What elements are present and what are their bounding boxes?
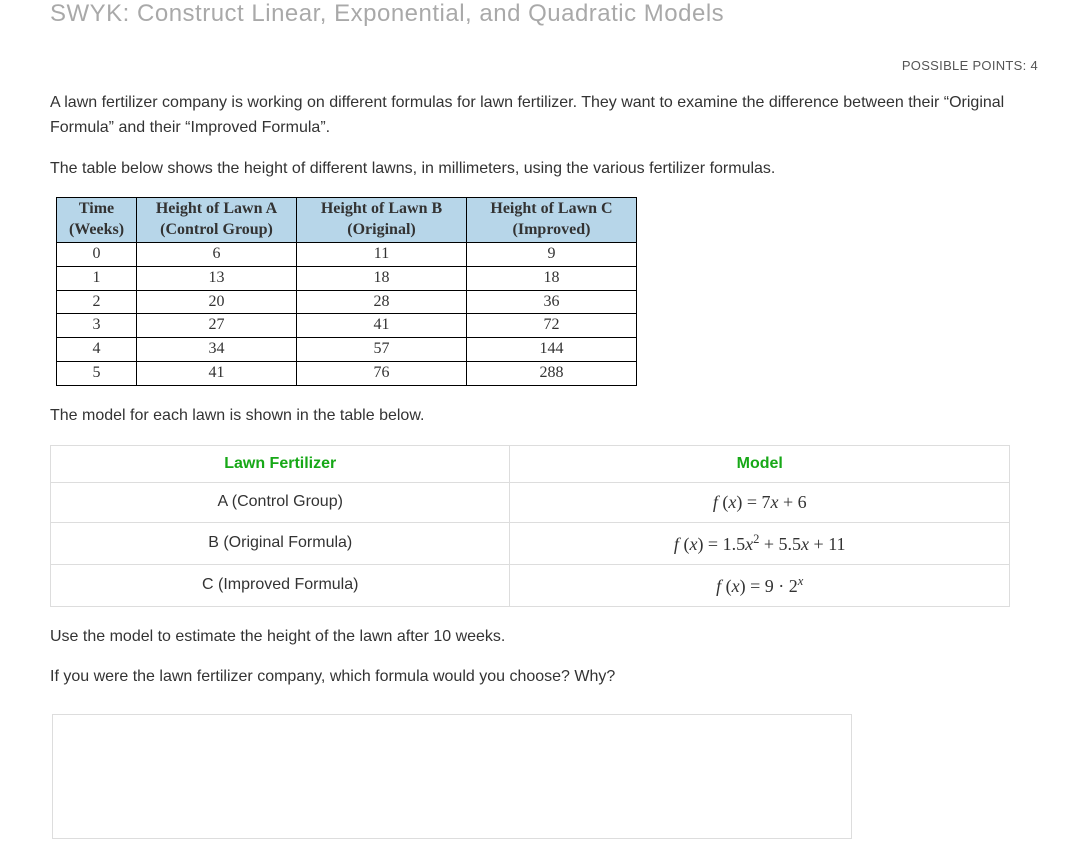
answer-textarea[interactable] bbox=[52, 714, 852, 839]
table-cell: 36 bbox=[467, 290, 637, 314]
height-header-time: Time (Weeks) bbox=[57, 198, 137, 243]
table-row: 1131818 bbox=[57, 266, 637, 290]
table-cell: 144 bbox=[467, 338, 637, 362]
table-row: C (Improved Formula)f (x) = 9 · 2x bbox=[51, 564, 1010, 606]
fertilizer-cell: A (Control Group) bbox=[51, 482, 510, 522]
table-row: 43457144 bbox=[57, 338, 637, 362]
intro-paragraph-1: A lawn fertilizer company is working on … bbox=[50, 91, 1038, 141]
table-cell: 9 bbox=[467, 242, 637, 266]
page-title: SWYK: Construct Linear, Exponential, and… bbox=[50, 0, 1038, 28]
table-cell: 4 bbox=[57, 338, 137, 362]
table-cell: 6 bbox=[137, 242, 297, 266]
table-cell: 0 bbox=[57, 242, 137, 266]
table-row: 3274172 bbox=[57, 314, 637, 338]
table-cell: 28 bbox=[297, 290, 467, 314]
table-cell: 18 bbox=[297, 266, 467, 290]
table-cell: 27 bbox=[137, 314, 297, 338]
height-header-lawn-b: Height of Lawn B (Original) bbox=[297, 198, 467, 243]
table-cell: 57 bbox=[297, 338, 467, 362]
fertilizer-cell: C (Improved Formula) bbox=[51, 564, 510, 606]
possible-points: POSSIBLE POINTS: 4 bbox=[50, 58, 1038, 73]
model-header-model: Model bbox=[510, 445, 1010, 482]
height-header-lawn-c: Height of Lawn C (Improved) bbox=[467, 198, 637, 243]
height-table: Time (Weeks) Height of Lawn A (Control G… bbox=[56, 197, 637, 385]
table-row: A (Control Group)f (x) = 7x + 6 bbox=[51, 482, 1010, 522]
table-cell: 41 bbox=[297, 314, 467, 338]
table-cell: 34 bbox=[137, 338, 297, 362]
table-row: 2202836 bbox=[57, 290, 637, 314]
table-row: 54176288 bbox=[57, 361, 637, 385]
table-cell: 5 bbox=[57, 361, 137, 385]
table-cell: 41 bbox=[137, 361, 297, 385]
intro-paragraph-2: The table below shows the height of diff… bbox=[50, 157, 1038, 182]
question-choice: If you were the lawn fertilizer company,… bbox=[50, 665, 1038, 690]
table-cell: 76 bbox=[297, 361, 467, 385]
fertilizer-cell: B (Original Formula) bbox=[51, 522, 510, 564]
model-table-header-row: Lawn Fertilizer Model bbox=[51, 445, 1010, 482]
model-intro-paragraph: The model for each lawn is shown in the … bbox=[50, 404, 1038, 429]
model-formula-cell: f (x) = 1.5x2 + 5.5x + 11 bbox=[510, 522, 1010, 564]
model-table: Lawn Fertilizer Model A (Control Group)f… bbox=[50, 445, 1010, 607]
table-row: B (Original Formula)f (x) = 1.5x2 + 5.5x… bbox=[51, 522, 1010, 564]
table-cell: 18 bbox=[467, 266, 637, 290]
table-cell: 13 bbox=[137, 266, 297, 290]
model-header-fertilizer: Lawn Fertilizer bbox=[51, 445, 510, 482]
table-cell: 20 bbox=[137, 290, 297, 314]
question-estimate: Use the model to estimate the height of … bbox=[50, 625, 1038, 650]
height-table-header-row: Time (Weeks) Height of Lawn A (Control G… bbox=[57, 198, 637, 243]
model-formula-cell: f (x) = 9 · 2x bbox=[510, 564, 1010, 606]
model-formula-cell: f (x) = 7x + 6 bbox=[510, 482, 1010, 522]
table-cell: 3 bbox=[57, 314, 137, 338]
table-cell: 72 bbox=[467, 314, 637, 338]
height-header-lawn-a: Height of Lawn A (Control Group) bbox=[137, 198, 297, 243]
table-cell: 288 bbox=[467, 361, 637, 385]
table-cell: 11 bbox=[297, 242, 467, 266]
table-row: 06119 bbox=[57, 242, 637, 266]
table-cell: 1 bbox=[57, 266, 137, 290]
table-cell: 2 bbox=[57, 290, 137, 314]
